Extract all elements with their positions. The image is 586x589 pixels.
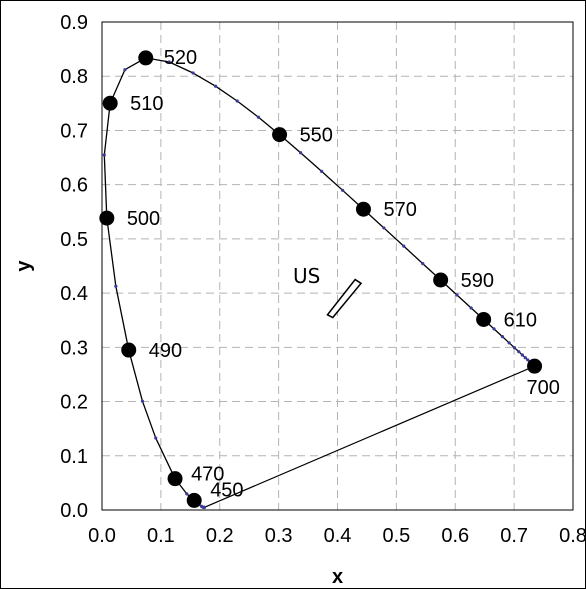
locus-point: [520, 353, 524, 357]
y-tick-label: 0.6: [60, 175, 88, 197]
locus-point: [341, 188, 345, 192]
locus-point: [382, 226, 386, 230]
wavelength-marker: [138, 50, 154, 66]
wavelength-marker: [186, 492, 202, 508]
wavelength-marker: [476, 311, 492, 327]
wavelength-label: 510: [130, 93, 163, 115]
locus-point: [167, 60, 171, 64]
wavelength-label: 500: [127, 208, 160, 230]
x-axis-label: x: [332, 566, 343, 588]
wavelength-marker: [102, 95, 118, 111]
locus-point: [402, 244, 406, 248]
locus-point: [500, 335, 505, 339]
y-tick-label: 0.5: [60, 229, 88, 251]
y-tick-label: 0.0: [60, 500, 88, 522]
locus-point: [114, 284, 118, 288]
x-tick-label: 0.8: [559, 525, 586, 547]
locus-point: [154, 436, 158, 440]
x-tick-label: 0.5: [382, 525, 410, 547]
wavelength-marker: [167, 471, 183, 487]
wavelength-label: 520: [164, 47, 197, 69]
locus-point: [235, 99, 239, 103]
purple-line: [204, 365, 535, 508]
locus-point: [469, 306, 473, 310]
locus-point: [140, 399, 145, 403]
locus-point: [492, 327, 496, 331]
wavelength-marker: [272, 127, 288, 143]
annotation-group: US: [293, 264, 363, 319]
locus-point: [523, 356, 527, 360]
wavelength-label: 590: [461, 270, 494, 292]
wavelength-label: 570: [383, 199, 416, 221]
locus-point: [185, 492, 189, 496]
us-annotation-label: US: [293, 264, 320, 288]
x-tick-label: 0.3: [265, 525, 293, 547]
x-tick-label: 0.4: [324, 525, 352, 547]
x-tick-label: 0.1: [147, 525, 175, 547]
locus-point: [512, 346, 517, 350]
y-tick-label: 0.3: [60, 337, 88, 359]
y-tick-label: 0.8: [60, 66, 88, 88]
locus-point: [507, 341, 511, 345]
x-tick-labels: 0.0 0.1 0.2 0.3 0.4 0.5 0.6 0.7 0.8: [88, 525, 586, 547]
wavelength-marker: [121, 342, 137, 358]
y-axis-label: y: [13, 260, 35, 272]
locus-point: [256, 115, 261, 119]
wavelength-label: 610: [504, 309, 537, 331]
wavelength-label: 490: [149, 340, 182, 362]
y-tick-labels: 0.0 0.1 0.2 0.3 0.4 0.5 0.6 0.7 0.8 0.9: [60, 12, 88, 522]
x-tick-label: 0.2: [206, 525, 234, 547]
wavelength-marker: [433, 272, 449, 288]
x-tick-label: 0.6: [441, 525, 469, 547]
wavelength-label: 550: [300, 125, 333, 147]
plot-area: [101, 21, 574, 511]
grid: [102, 22, 573, 510]
y-tick-label: 0.1: [60, 446, 88, 468]
locus-point: [199, 504, 204, 508]
y-tick-label: 0.9: [60, 12, 88, 34]
wavelength-marker: [99, 210, 115, 226]
locus-point: [455, 293, 459, 297]
locus-point: [213, 84, 218, 88]
y-tick-label: 0.2: [60, 392, 88, 414]
locus-point: [191, 71, 195, 75]
wavelength-label: 450: [210, 479, 243, 501]
us-region-box: [326, 278, 363, 319]
locus-point: [517, 350, 521, 354]
wavelength-label: 700: [527, 377, 560, 399]
wavelength-marker: [355, 201, 371, 217]
x-tick-label: 0.0: [88, 525, 116, 547]
y-tick-label: 0.7: [60, 120, 88, 142]
locus-point: [298, 151, 303, 155]
locus-point: [421, 262, 425, 266]
locus-point: [320, 169, 324, 173]
wavelength-label: 470: [191, 464, 224, 486]
locus-point: [102, 153, 106, 157]
y-tick-label: 0.4: [60, 283, 88, 305]
locus-point: [123, 68, 127, 72]
wavelength-marker: [527, 358, 543, 374]
x-tick-label: 0.7: [500, 525, 528, 547]
chart-series: [99, 50, 543, 509]
